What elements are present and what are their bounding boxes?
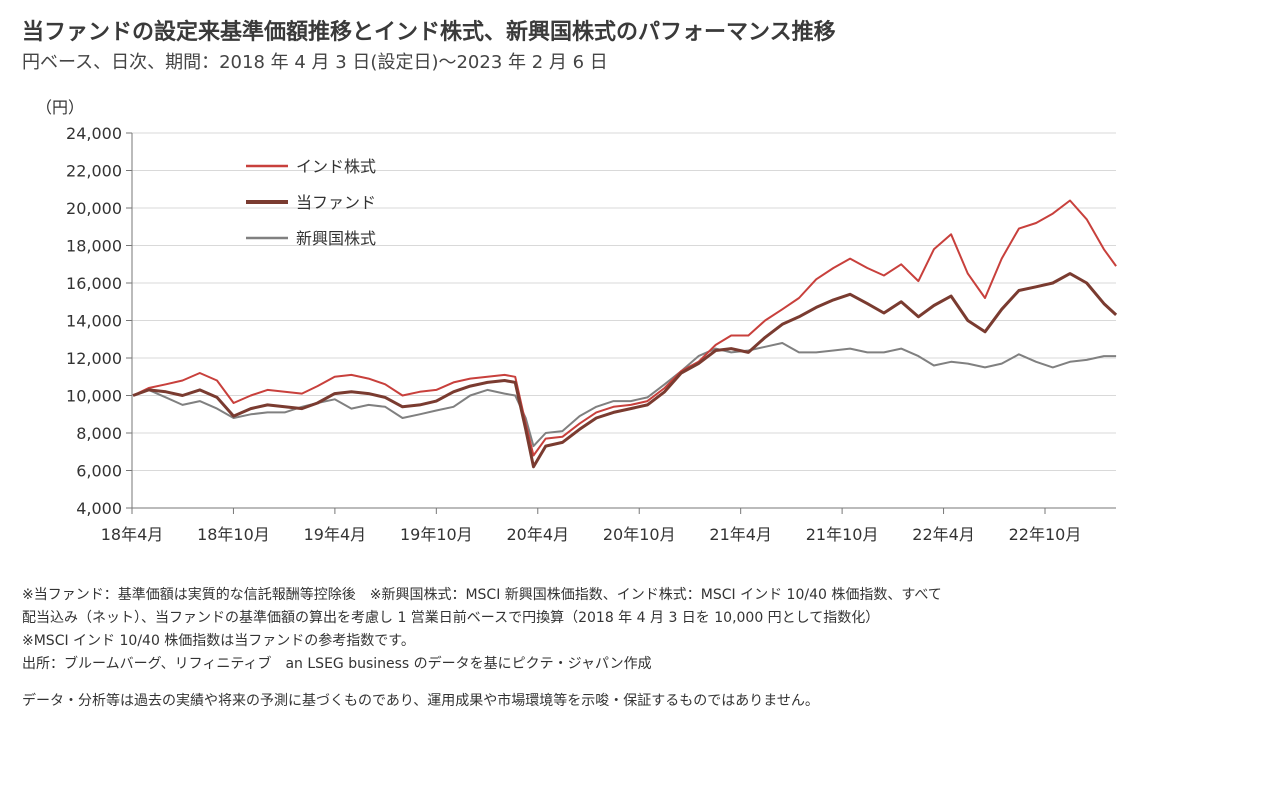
y-tick-label: 4,000	[76, 499, 122, 518]
footnote-line: ※当ファンド：基準価額は実質的な信託報酬等控除後 ※新興国株式：MSCI 新興国…	[22, 587, 942, 603]
y-tick-label: 24,000	[66, 124, 122, 143]
disclaimer: データ・分析等は過去の実績や将来の予測に基づくものであり、運用成果や市場環境等を…	[22, 693, 819, 709]
y-tick-label: 6,000	[76, 462, 122, 481]
series-line-0	[132, 199, 1117, 457]
series-lines	[132, 199, 1118, 469]
x-tick-label: 20年4月	[507, 525, 570, 544]
x-tick-label: 21年4月	[709, 525, 772, 544]
footnotes: ※当ファンド：基準価額は実質的な信託報酬等控除後 ※新興国株式：MSCI 新興国…	[22, 584, 1252, 676]
series-line-1	[132, 272, 1118, 469]
x-tick-label: 18年4月	[101, 525, 164, 544]
footnote-line: 配当込み（ネット）、当ファンドの基準価額の算出を考慮し 1 営業日前ベースで円換…	[22, 610, 880, 626]
x-tick-label: 19年4月	[304, 525, 367, 544]
y-tick-label: 10,000	[66, 387, 122, 406]
x-tick-label: 21年10月	[806, 525, 879, 544]
legend-label: インド株式	[296, 157, 376, 176]
legend-label: 当ファンド	[296, 193, 376, 212]
y-tick-label: 20,000	[66, 199, 122, 218]
x-tick-label: 22年10月	[1009, 525, 1082, 544]
chart-title: 当ファンドの設定来基準価額推移とインド株式、新興国株式のパフォーマンス推移	[22, 20, 836, 45]
x-tick-label: 18年10月	[197, 525, 270, 544]
x-tick-label: 19年10月	[400, 525, 473, 544]
footnote-line: 出所：ブルームバーグ、リフィニティブ an LSEG business のデータ…	[22, 656, 652, 672]
y-tick-label: 18,000	[66, 237, 122, 256]
y-tick-label: 16,000	[66, 274, 122, 293]
x-tick-label: 22年4月	[912, 525, 975, 544]
y-tick-label: 14,000	[66, 312, 122, 331]
chart-subtitle: 円ベース、日次、期間：2018 年 4 月 3 日(設定日)～2023 年 2 …	[22, 52, 608, 73]
y-tick-label: 12,000	[66, 349, 122, 368]
footnote-line: ※MSCI インド 10/40 株価指数は当ファンドの参考指数です。	[22, 633, 415, 649]
y-axis-unit-label: （円）	[36, 98, 84, 117]
x-tick-label: 20年10月	[603, 525, 676, 544]
legend-label: 新興国株式	[296, 229, 376, 248]
axes: 4,000 6,000 8,000 10,000 12,000 14,000 16,000 1…	[36, 98, 1116, 544]
series-line-2	[132, 342, 1117, 448]
y-tick-label: 8,000	[76, 424, 122, 443]
y-tick-label: 22,000	[66, 162, 122, 181]
